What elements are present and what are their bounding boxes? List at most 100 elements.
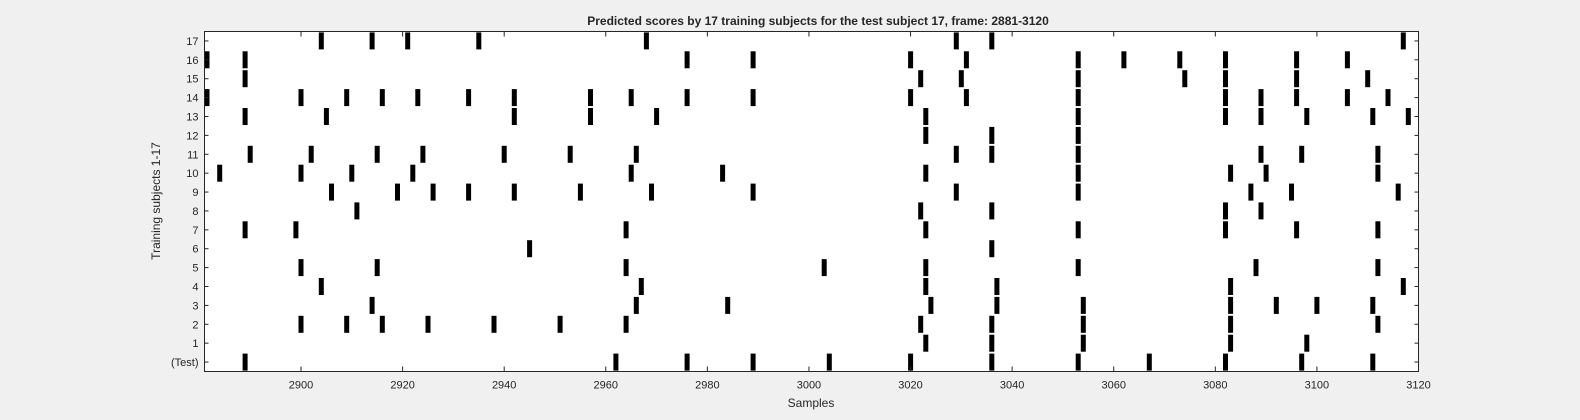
event-mark xyxy=(720,164,726,182)
event-mark xyxy=(1080,296,1086,314)
event-mark xyxy=(557,315,563,333)
event-mark xyxy=(1405,108,1411,125)
event-mark xyxy=(953,145,959,163)
y-tick-label: 12 xyxy=(186,130,198,142)
event-mark xyxy=(826,353,832,371)
event-mark xyxy=(1080,315,1086,333)
event-mark xyxy=(588,108,593,125)
event-mark xyxy=(1177,51,1183,69)
event-mark xyxy=(725,296,731,314)
x-tick-label: 3040 xyxy=(1000,380,1024,392)
event-mark xyxy=(1223,51,1228,69)
plot-frame xyxy=(204,31,1419,372)
event-mark xyxy=(298,89,304,107)
event-mark xyxy=(567,145,573,163)
event-mark xyxy=(430,183,436,201)
event-mark xyxy=(1258,108,1264,125)
event-mark xyxy=(1294,51,1300,69)
x-axis-label: Samples xyxy=(788,396,835,410)
event-mark xyxy=(323,108,329,125)
event-mark xyxy=(410,164,416,182)
event-mark xyxy=(588,89,593,107)
event-mark xyxy=(247,145,253,163)
y-tick-label: 15 xyxy=(186,74,198,86)
event-mark xyxy=(953,183,959,201)
event-mark xyxy=(923,221,929,239)
event-mark xyxy=(1223,70,1228,88)
event-mark xyxy=(989,145,995,163)
event-mark xyxy=(1223,221,1228,239)
event-mark xyxy=(1294,221,1300,239)
event-mark xyxy=(1258,89,1264,107)
y-tick-label: 7 xyxy=(192,225,198,237)
x-tick-label: 3060 xyxy=(1101,380,1125,392)
event-mark xyxy=(1375,259,1381,277)
event-mark xyxy=(628,89,634,107)
event-mark xyxy=(750,183,756,201)
event-mark xyxy=(1400,278,1406,295)
x-tick-label: 3100 xyxy=(1305,380,1329,392)
event-mark xyxy=(918,202,924,220)
event-mark xyxy=(1228,164,1234,182)
event-mark xyxy=(369,296,375,314)
event-mark xyxy=(329,183,334,201)
event-mark xyxy=(1146,353,1152,371)
event-mark xyxy=(466,89,472,107)
event-mark xyxy=(750,353,756,371)
y-tick-label: 17 xyxy=(186,36,198,48)
event-mark xyxy=(623,221,629,239)
event-mark xyxy=(242,221,248,239)
event-mark xyxy=(643,32,649,50)
event-mark xyxy=(1075,108,1081,125)
event-mark xyxy=(405,32,411,50)
event-mark xyxy=(613,353,619,371)
event-mark xyxy=(293,221,299,239)
event-mark xyxy=(395,183,400,201)
event-mark xyxy=(217,164,223,182)
event-mark xyxy=(511,108,517,125)
event-mark xyxy=(989,334,995,352)
event-mark xyxy=(963,89,969,107)
event-mark xyxy=(1228,278,1234,295)
event-mark xyxy=(242,70,248,88)
event-mark xyxy=(953,32,959,50)
y-tick-label: (Test) xyxy=(171,357,199,369)
event-mark xyxy=(1075,353,1081,371)
event-mark xyxy=(628,164,634,182)
event-mark xyxy=(1370,353,1376,371)
event-mark xyxy=(989,32,995,50)
y-tick-label: 13 xyxy=(186,112,198,124)
event-mark xyxy=(1370,108,1376,125)
event-mark xyxy=(1258,145,1264,163)
event-mark xyxy=(344,315,350,333)
y-tick-label: 16 xyxy=(186,55,198,67)
x-tick-label: 3000 xyxy=(797,380,821,392)
event-mark xyxy=(750,89,756,107)
event-mark xyxy=(1294,70,1300,88)
event-mark xyxy=(1075,51,1081,69)
event-mark xyxy=(344,89,350,107)
event-mark xyxy=(1375,164,1381,182)
event-mark xyxy=(923,164,929,182)
event-mark xyxy=(623,259,629,277)
event-mark xyxy=(654,108,660,125)
event-mark xyxy=(420,145,426,163)
event-mark xyxy=(1075,221,1081,239)
event-mark xyxy=(298,315,304,333)
event-mark xyxy=(989,202,995,220)
y-tick-label: 3 xyxy=(192,300,198,312)
event-mark xyxy=(298,259,304,277)
x-tick-label: 2940 xyxy=(492,380,516,392)
event-mark xyxy=(1223,202,1228,220)
event-mark xyxy=(511,89,517,107)
event-mark xyxy=(908,353,914,371)
event-mark xyxy=(918,70,924,88)
event-mark xyxy=(684,353,690,371)
event-mark xyxy=(1289,183,1294,201)
y-tick-label: 6 xyxy=(192,244,198,256)
y-axis-label: Training subjects 1-17 xyxy=(149,142,163,260)
event-mark xyxy=(1075,89,1081,107)
event-mark xyxy=(928,296,934,314)
chart-title: Predicted scores by 17 training subjects… xyxy=(587,14,1049,28)
event-mark xyxy=(374,259,380,277)
